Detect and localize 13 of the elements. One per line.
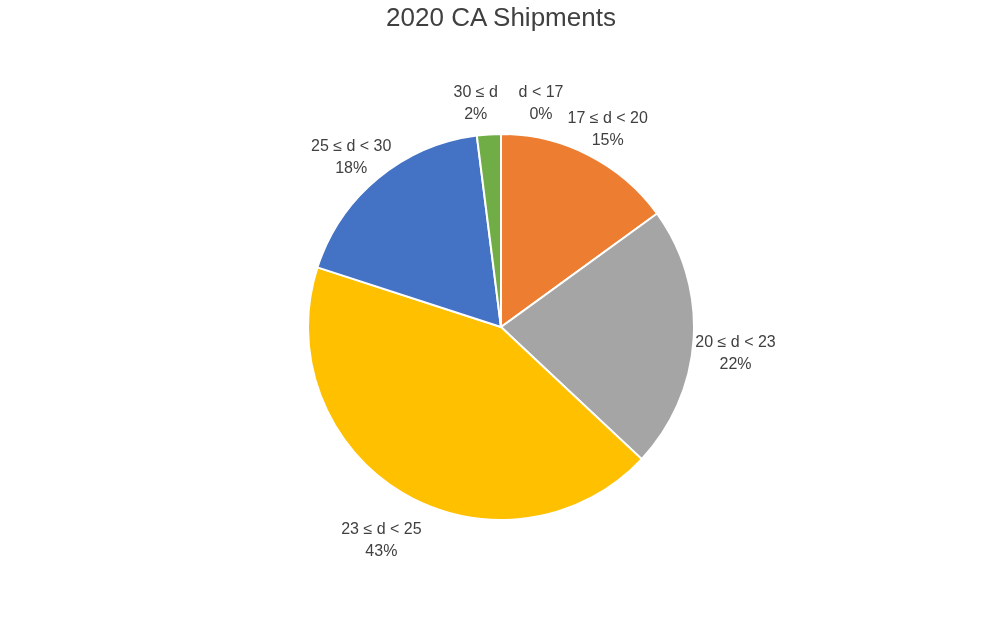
category-label: d < 17 <box>518 83 564 100</box>
slice-label: 20 ≤ d < 23 <box>695 332 776 350</box>
data-label: 43% <box>365 542 398 560</box>
data-label: 15% <box>591 130 624 148</box>
slice-label: 17 ≤ d < 20 <box>567 108 648 126</box>
data-label: 2% <box>464 105 488 123</box>
data-label: 22% <box>719 354 752 372</box>
slice-label: 30 ≤ d <box>453 83 498 101</box>
slice-label: 23 ≤ d < 25 <box>341 520 422 538</box>
text: 0% <box>529 105 553 122</box>
slice-label: 25 ≤ d < 30 <box>311 136 392 154</box>
data-label: 18% <box>335 158 368 176</box>
chart-title: 2020 CA Shipments <box>386 2 616 32</box>
